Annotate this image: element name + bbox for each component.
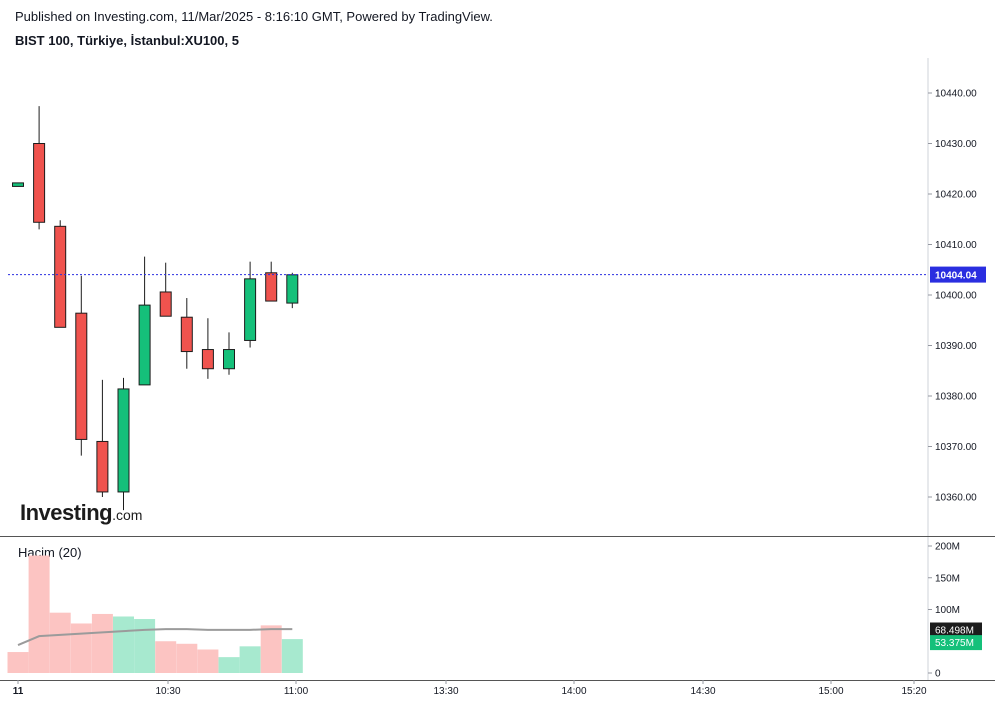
time-tick-label: 13:30 — [433, 686, 458, 697]
logo-main-text: Investing — [20, 500, 113, 525]
candle — [201, 318, 214, 379]
price-tick-label: 10370.00 — [935, 442, 977, 453]
volume-bar — [49, 612, 71, 673]
volume-bar — [197, 649, 219, 673]
candle-body — [244, 278, 257, 341]
candle — [75, 275, 88, 456]
volume-bar — [113, 616, 134, 673]
price-tick-label: 10400.00 — [935, 291, 977, 302]
volume-ma-line — [17, 628, 293, 646]
volume-tick-label: 0 — [935, 669, 941, 680]
ma-value-badge — [930, 622, 982, 638]
last-price-label: 10404.04 — [935, 271, 977, 282]
candle-body — [117, 388, 130, 493]
volume-bar — [28, 555, 50, 673]
price-axis: 10360.00 10370.00 10380.00 10390.00 10400.00… — [928, 89, 977, 504]
volume-bar — [218, 657, 240, 673]
candle — [180, 298, 193, 369]
volume-tick-label: 150M — [935, 573, 960, 584]
volume-bar — [260, 625, 282, 673]
candle — [12, 182, 24, 187]
price-tick-label: 10360.00 — [935, 493, 977, 504]
volume-tick-label: 200M — [935, 542, 960, 553]
volume-bar — [134, 619, 156, 673]
candle — [286, 272, 299, 309]
candle-body — [96, 440, 109, 493]
volume-bar — [91, 613, 113, 673]
volume-axis: 200M 150M 100M 0 — [928, 542, 960, 680]
candle — [159, 262, 172, 317]
candle — [96, 379, 109, 497]
volume-bar — [281, 639, 303, 673]
time-tick-label: 15:00 — [818, 686, 843, 697]
published-caption: Published on Investing.com, 11/Mar/2025 … — [15, 9, 493, 24]
time-tick-label: 10:30 — [155, 686, 180, 697]
chart-frame — [0, 58, 995, 681]
time-tick-label: 14:00 — [561, 686, 586, 697]
price-tick-label: 10410.00 — [935, 240, 977, 251]
candle — [138, 256, 151, 386]
candle-body — [265, 272, 278, 302]
volume-series — [7, 555, 303, 673]
candle-body — [138, 304, 151, 386]
symbol-title: BIST 100, Türkiye, İstanbul:XU100, 5 — [15, 33, 239, 48]
investing-logo: Investing.com — [20, 500, 142, 526]
candle — [54, 220, 67, 328]
candle-body — [159, 291, 172, 317]
candle — [33, 106, 46, 230]
price-tick-label: 10380.00 — [935, 392, 977, 403]
candle-body — [286, 274, 299, 304]
volume-bar — [70, 623, 92, 673]
last-volume-label: 53.375M — [935, 638, 974, 649]
price-tick-label: 10420.00 — [935, 190, 977, 201]
volume-bar — [239, 646, 261, 673]
time-tick-label: 14:30 — [690, 686, 715, 697]
volume-bar — [155, 641, 177, 673]
candle-body — [54, 225, 67, 328]
candle-body — [180, 316, 193, 353]
time-axis: 11 10:30 11:00 13:30 14:00 14:30 15:00 15:20 — [13, 680, 927, 697]
last-price-badge — [930, 266, 986, 283]
candle — [223, 332, 235, 375]
volume-tick-label: 100M — [935, 605, 960, 616]
time-tick-label: 11 — [13, 686, 24, 697]
price-tick-label: 10390.00 — [935, 341, 977, 352]
candlestick-series — [12, 106, 299, 511]
candle — [117, 377, 130, 511]
time-tick-label: 11:00 — [284, 686, 309, 697]
candle — [265, 261, 278, 302]
candle-body — [75, 312, 88, 440]
candle-body — [33, 143, 46, 223]
ma-value-label: 68.498M — [935, 626, 974, 637]
candle-body — [12, 182, 24, 187]
candle-body — [201, 349, 214, 370]
price-tick-label: 10430.00 — [935, 139, 977, 150]
price-tick-label: 10440.00 — [935, 89, 977, 100]
last-volume-badge — [930, 635, 982, 651]
volume-bar — [7, 652, 29, 673]
candle — [244, 261, 257, 348]
candle-body — [223, 349, 235, 370]
time-tick-label: 15:20 — [901, 686, 926, 697]
logo-suffix-text: .com — [112, 507, 143, 523]
volume-bar — [176, 643, 198, 673]
